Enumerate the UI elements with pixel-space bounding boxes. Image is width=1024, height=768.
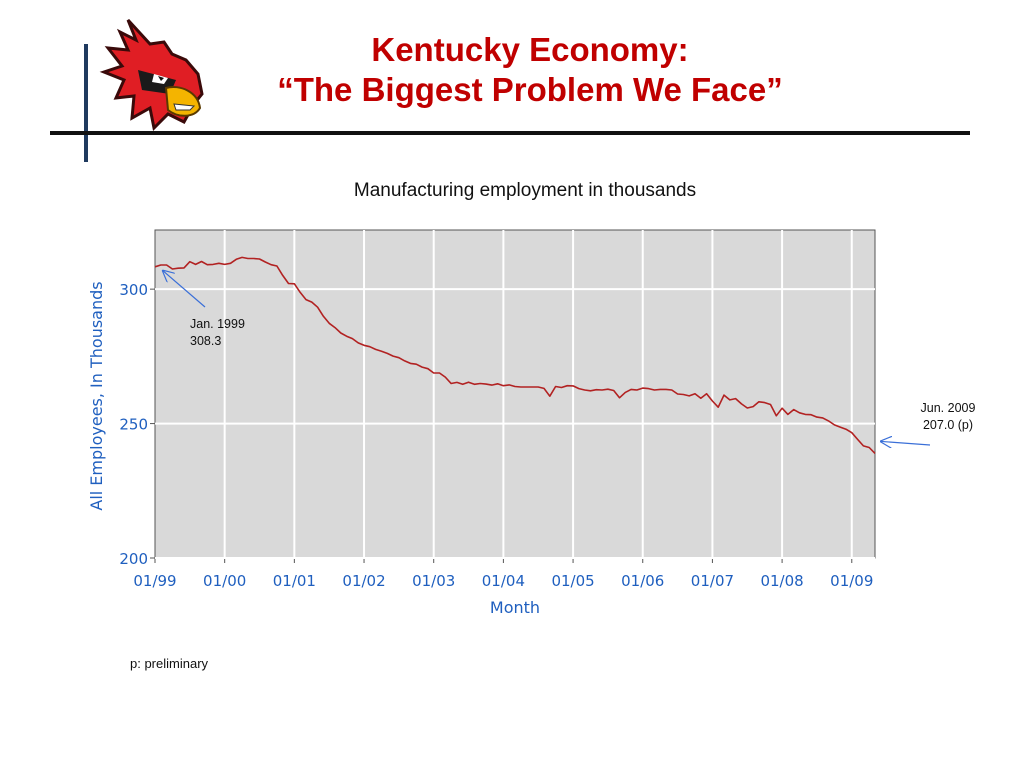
x-tick-label: 01/05	[551, 572, 594, 590]
y-tick-label: 300	[119, 281, 148, 299]
annotation-end: Jun. 2009 207.0 (p)	[900, 400, 996, 434]
series-line	[154, 256, 876, 454]
y-tick-label: 200	[119, 550, 148, 568]
slide-title-line2: “The Biggest Problem We Face”	[277, 71, 783, 108]
slide-title-line1: Kentucky Economy:	[371, 31, 689, 68]
x-axis-label: Month	[490, 598, 540, 617]
annotation-end-value: 207.0 (p)	[922, 418, 974, 432]
plot-area	[154, 229, 876, 559]
x-tick-label: 01/04	[482, 572, 525, 590]
annotation-arrow-end	[881, 441, 931, 445]
accent-vertical-bar	[84, 44, 88, 162]
annotation-start-date: Jan. 1999	[190, 317, 245, 331]
annotation-end-date: Jun. 2009	[920, 401, 976, 415]
y-tick-label: 250	[119, 416, 148, 434]
cardinal-logo-icon	[99, 18, 204, 132]
chart-subtitle: Manufacturing employment in thousands	[353, 180, 697, 201]
annotation-start-value: 308.3	[190, 334, 222, 348]
footnote: p: preliminary	[130, 656, 209, 671]
annotation-start: Jan. 1999 308.3	[190, 316, 245, 350]
title-divider	[50, 131, 970, 135]
y-axis-label: All Employees, In Thousands	[87, 281, 106, 510]
x-tick-label: 01/99	[133, 572, 176, 590]
x-tick-label: 01/02	[342, 572, 385, 590]
x-tick-label: 01/08	[760, 572, 803, 590]
x-tick-label: 01/00	[203, 572, 246, 590]
x-tick-label: 01/03	[412, 572, 455, 590]
x-tick-label: 01/07	[691, 572, 734, 590]
x-tick-label: 01/06	[621, 572, 664, 590]
x-tick-label: 01/01	[273, 572, 316, 590]
annotation-arrow-start	[163, 271, 206, 308]
x-tick-label: 01/09	[830, 572, 873, 590]
